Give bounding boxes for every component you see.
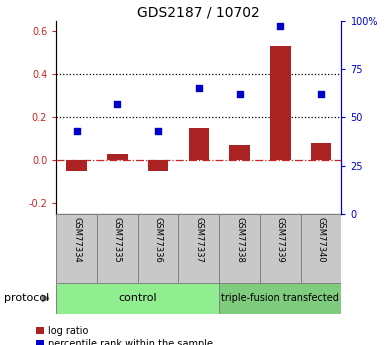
Point (196, 86, 202, 91)
Bar (97, 214, 138, 283)
Text: protocol: protocol (4, 294, 49, 303)
Bar (178, 214, 219, 283)
Bar (107, 154, 128, 160)
Text: GSM77336: GSM77336 (154, 217, 163, 263)
Legend: log ratio, percentile rank within the sample: log ratio, percentile rank within the sa… (36, 326, 213, 345)
Bar (138, 214, 178, 283)
Point (318, 91, 324, 97)
Text: GSM77337: GSM77337 (194, 217, 203, 263)
Text: triple-fusion transfected: triple-fusion transfected (222, 294, 339, 303)
Bar (229, 145, 250, 160)
Bar (260, 214, 301, 283)
Text: GSM77335: GSM77335 (113, 217, 122, 263)
Text: GSM77334: GSM77334 (72, 217, 81, 263)
Text: GSM77339: GSM77339 (276, 217, 285, 263)
Text: GSM77340: GSM77340 (317, 217, 326, 263)
Bar (219, 283, 341, 314)
Title: GDS2187 / 10702: GDS2187 / 10702 (137, 6, 260, 20)
Bar (56, 283, 219, 314)
Text: control: control (118, 294, 157, 303)
Text: GSM77338: GSM77338 (235, 217, 244, 263)
Bar (66, 160, 87, 171)
Bar (270, 47, 291, 160)
Bar (219, 214, 260, 283)
Bar (311, 143, 331, 160)
Point (114, 101, 120, 107)
Bar (148, 160, 168, 171)
Point (73, 128, 80, 134)
Point (237, 91, 243, 97)
Bar (301, 214, 341, 283)
Point (277, 24, 284, 29)
Bar (189, 128, 209, 160)
Point (155, 128, 161, 134)
Bar (56, 214, 97, 283)
